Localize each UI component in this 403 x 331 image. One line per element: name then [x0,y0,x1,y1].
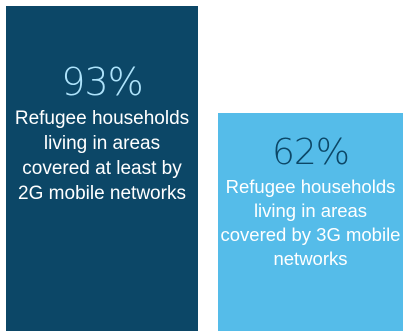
stat-caption-3g: Refugee households living in areas cover… [220,176,401,269]
stat-card-2g-coverage: 93% Refugee households living in areas c… [6,6,198,331]
stat-value-2g: 93% [61,60,143,104]
stat-caption-2g: Refugee households living in areas cover… [14,108,190,204]
stat-value-3g: 62% [271,132,350,173]
stat-card-3g-coverage: 62% Refugee households living in areas c… [218,113,403,331]
